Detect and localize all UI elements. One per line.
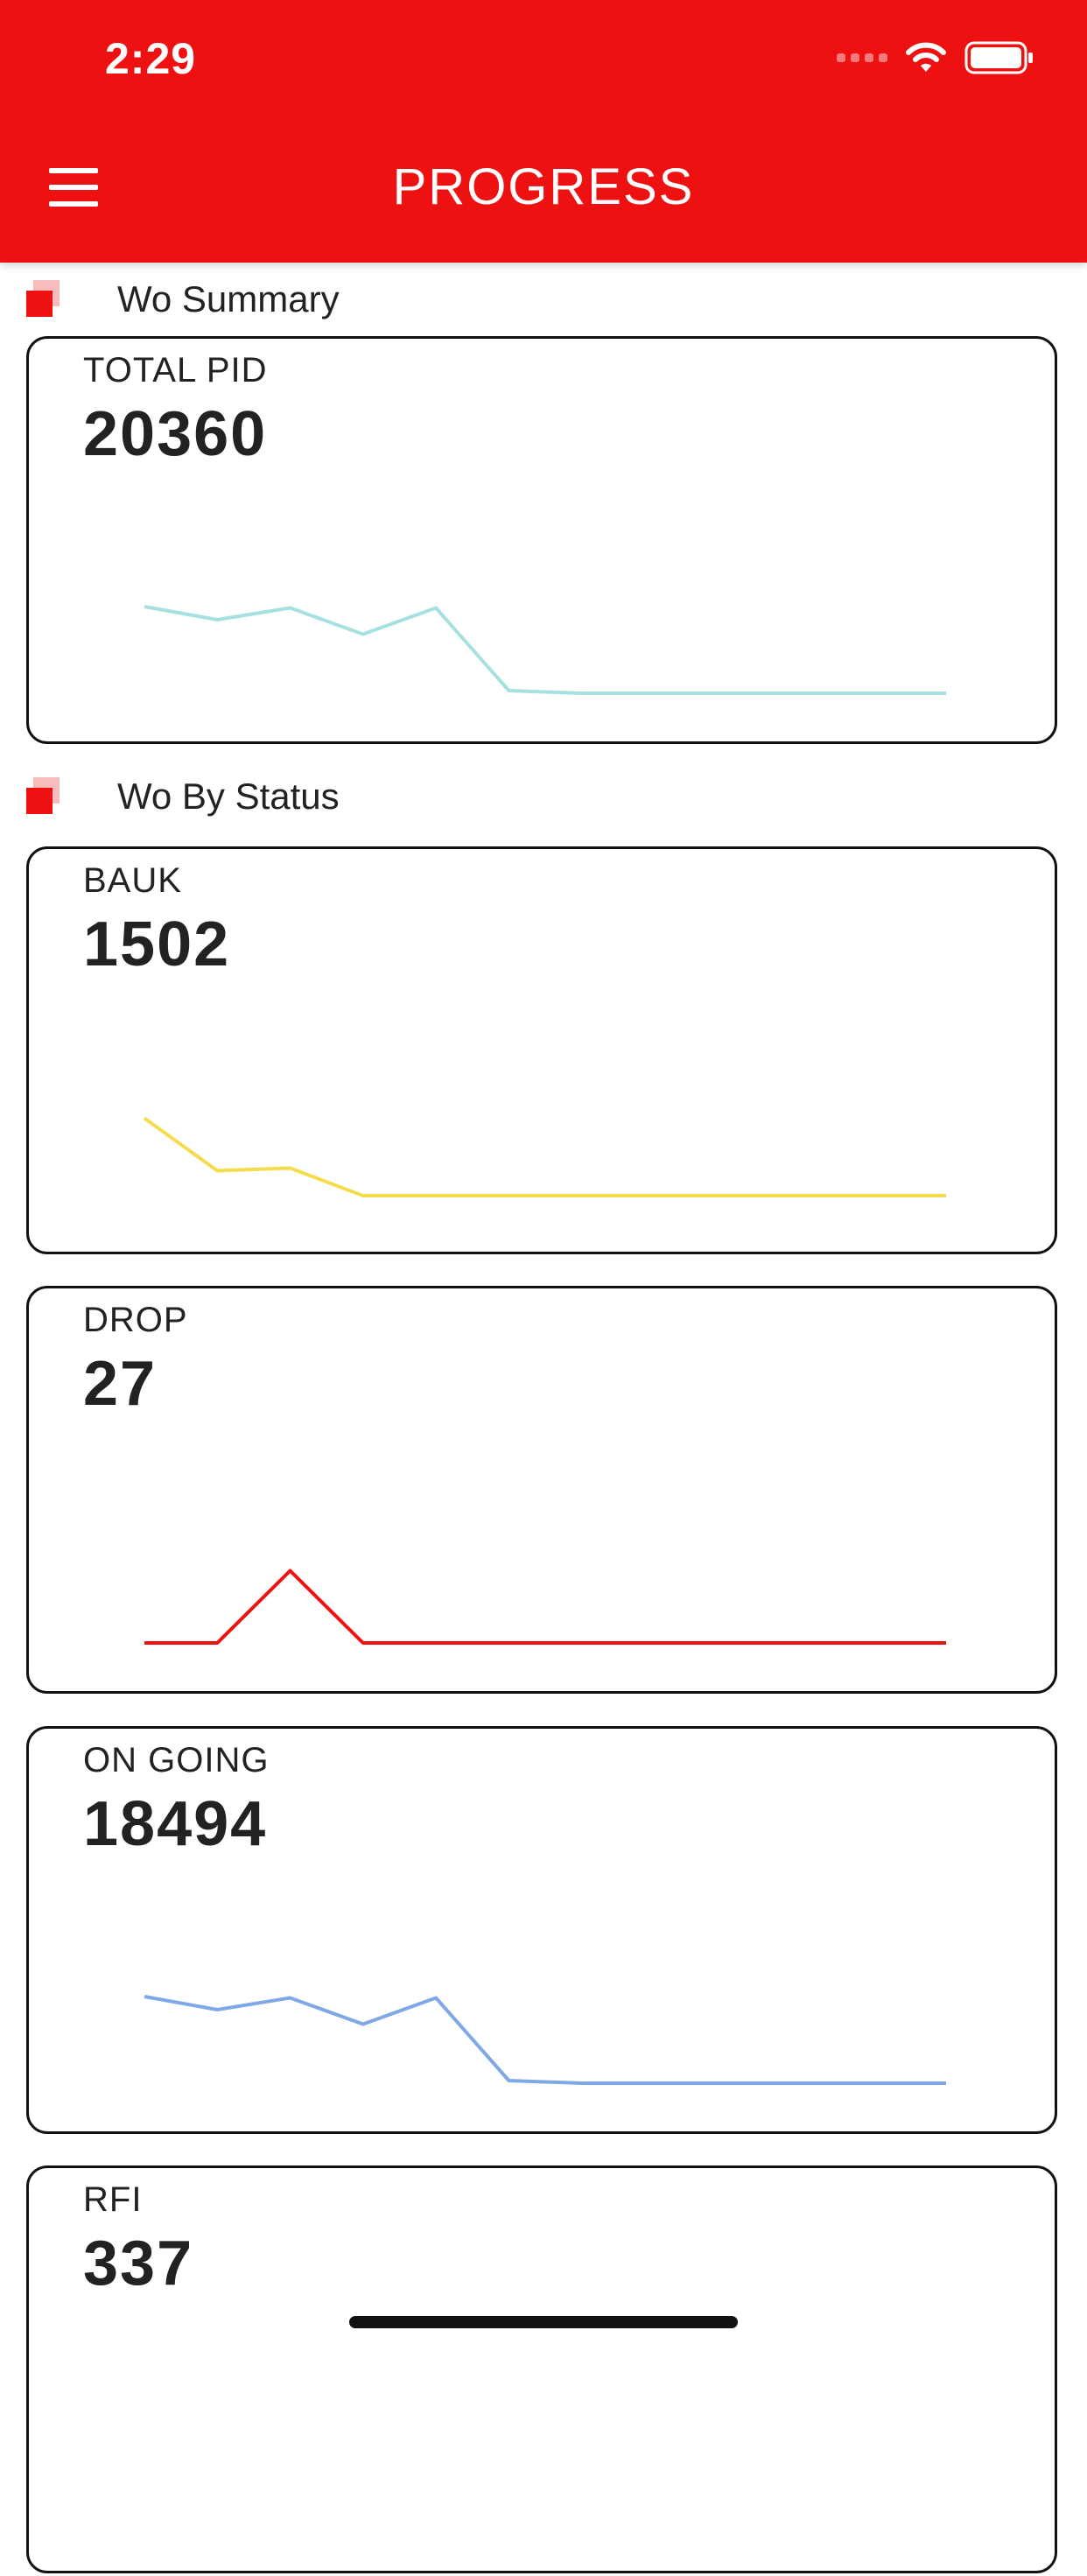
section-wo-by-status: Wo By Status bbox=[26, 776, 340, 818]
card-value: 27 bbox=[83, 1349, 158, 1419]
trend-line bbox=[144, 1569, 946, 1645]
home-indicator[interactable] bbox=[349, 2316, 738, 2328]
trend-chart bbox=[29, 2168, 1060, 2576]
card-label: ON GOING bbox=[83, 1741, 270, 1779]
card-value: 337 bbox=[83, 2229, 194, 2299]
card-value: 1502 bbox=[83, 909, 231, 979]
card-value: 18494 bbox=[83, 1789, 268, 1859]
trend-line bbox=[144, 605, 946, 695]
card-on-going[interactable]: ON GOING 18494 bbox=[26, 1726, 1057, 2134]
trend-line bbox=[143, 1116, 946, 1197]
section-title: Wo Summary bbox=[117, 278, 340, 319]
wifi-icon bbox=[906, 42, 946, 72]
status-time: 2:29 bbox=[105, 34, 197, 83]
trend-line bbox=[144, 1995, 946, 2085]
card-label: TOTAL PID bbox=[83, 351, 268, 390]
trend-chart bbox=[144, 605, 946, 695]
status-icons bbox=[837, 40, 1034, 75]
card-rfi[interactable]: RFI 337 bbox=[26, 2165, 1057, 2573]
trend-chart bbox=[144, 1569, 946, 1645]
card-label: RFI bbox=[83, 2180, 143, 2219]
card-value: 20360 bbox=[83, 399, 268, 469]
signal-icon bbox=[837, 53, 887, 62]
section-marker-icon bbox=[26, 777, 65, 816]
card-label: BAUK bbox=[83, 861, 182, 900]
card-total-pid[interactable]: TOTAL PID 20360 bbox=[26, 336, 1057, 744]
trend-chart bbox=[143, 1116, 946, 1197]
trend-chart bbox=[144, 1995, 946, 2085]
card-label: DROP bbox=[83, 1301, 188, 1339]
menu-button[interactable] bbox=[49, 168, 98, 207]
card-bauk[interactable]: BAUK 1502 bbox=[26, 846, 1057, 1254]
section-wo-summary: Wo Summary bbox=[26, 278, 340, 320]
app-header: 2:29 PROGRESS bbox=[0, 0, 1087, 263]
card-drop[interactable]: DROP 27 bbox=[26, 1286, 1057, 1694]
section-marker-icon bbox=[26, 280, 65, 319]
section-title: Wo By Status bbox=[117, 776, 340, 817]
battery-icon bbox=[964, 41, 1033, 74]
page-title: PROGRESS bbox=[392, 158, 695, 215]
